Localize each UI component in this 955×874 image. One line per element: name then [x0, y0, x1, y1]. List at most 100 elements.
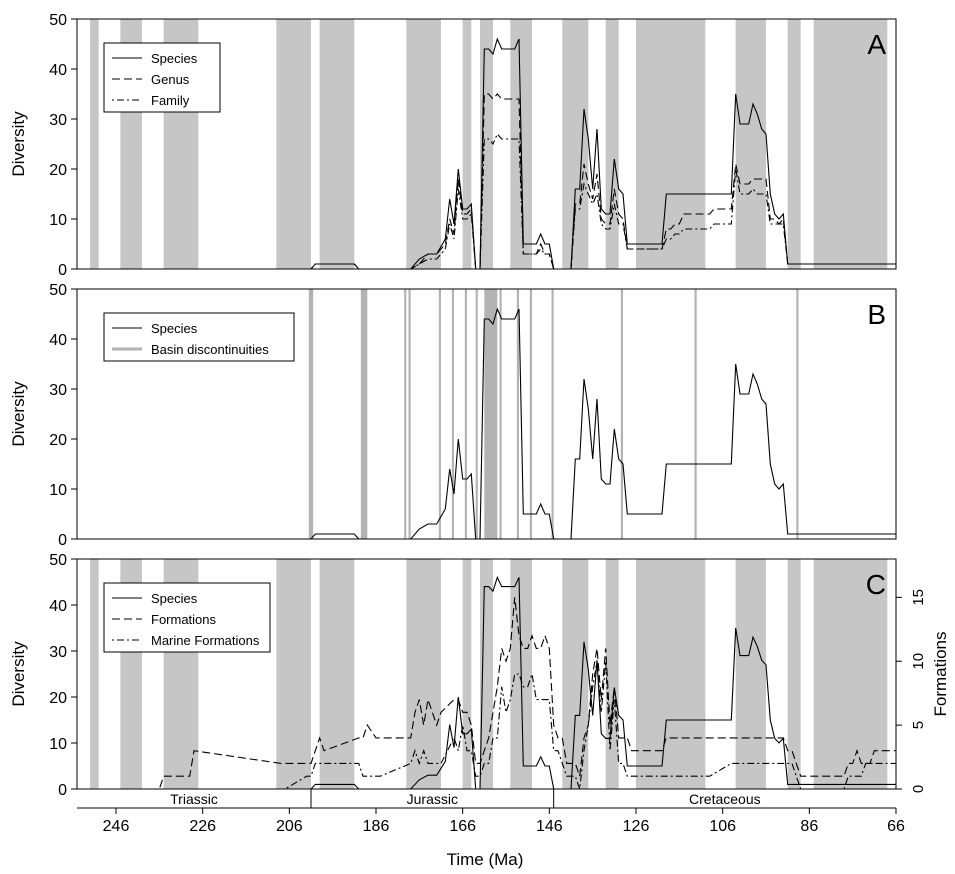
shaded-interval [735, 559, 766, 789]
shaded-interval [562, 559, 589, 789]
legend: Species Basin discontinuities [103, 312, 295, 362]
x-axis: Triassic Jurassic Cretaceous 246 226 206 186 16… [77, 789, 905, 835]
shaded-interval [319, 559, 355, 789]
series-line-species [77, 307, 896, 540]
series-line-family [77, 132, 896, 270]
x-tick-label: 226 [189, 818, 216, 835]
basin-discontinuity [529, 289, 532, 539]
x-tick-label: 86 [800, 818, 818, 835]
y-tick-label: 30 [49, 112, 67, 129]
y-tick-label: 50 [49, 552, 67, 569]
panel-letter: B [867, 299, 886, 330]
shaded-interval [276, 19, 311, 269]
panel-c: 0 10 20 30 40 50 Diversity 0 5 10 15 Formations C Spe… [9, 552, 950, 799]
shaded-interval [406, 19, 441, 269]
x-tick-label: 186 [363, 818, 390, 835]
y-tick-label: 50 [49, 12, 67, 29]
y-tick-label: 30 [49, 382, 67, 399]
legend-label: Species [151, 51, 198, 66]
legend-label: Formations [151, 612, 217, 627]
legend-label: Species [151, 591, 198, 606]
legend-label: Basin discontinuities [151, 342, 269, 357]
shaded-interval [735, 19, 766, 269]
shaded-interval [562, 19, 589, 269]
y-tick-label: 10 [49, 736, 67, 753]
y-tick-label: 20 [49, 690, 67, 707]
shaded-interval [406, 559, 441, 789]
basin-discontinuity [404, 289, 407, 539]
y-axis-label: Diversity [9, 641, 28, 707]
x-tick-label: 206 [276, 818, 303, 835]
y-tick-label: 40 [49, 332, 67, 349]
basin-discontinuity [551, 289, 554, 539]
shaded-interval [276, 559, 311, 789]
legend-label: Genus [151, 72, 190, 87]
period-label: Jurassic [407, 791, 458, 807]
shaded-interval [462, 19, 472, 269]
period-label: Triassic [170, 791, 218, 807]
y-tick-label: 40 [49, 598, 67, 615]
shaded-interval [636, 559, 706, 789]
shaded-interval [90, 19, 99, 269]
basin-discontinuity [308, 289, 314, 539]
panel-letter: A [867, 29, 886, 60]
y-tick-label: 20 [49, 432, 67, 449]
basin-discontinuity [438, 289, 441, 539]
panel-frame [76, 18, 897, 270]
shaded-interval [787, 19, 801, 269]
panel-b: 0 10 20 30 40 50 Diversity B Species Basin discon… [9, 282, 897, 549]
basin-discontinuity [620, 289, 623, 539]
x-tick-label: 126 [623, 818, 650, 835]
series-line-formations [77, 597, 896, 790]
shaded-interval [319, 19, 355, 269]
y2-axis-label: Formations [931, 631, 950, 716]
shaded-interval [813, 19, 888, 269]
basin-discontinuity [484, 289, 498, 539]
shaded-interval [90, 559, 99, 789]
series-line-species [77, 575, 896, 790]
y-tick-label: 20 [49, 162, 67, 179]
y2-tick-label: 15 [910, 589, 927, 606]
y-axis-label: Diversity [9, 381, 28, 447]
legend: Species Genus Family [103, 42, 221, 113]
shaded-interval [605, 559, 619, 789]
shaded-interval [605, 19, 619, 269]
basin-discontinuity [499, 289, 502, 539]
period-label: Cretaceous [689, 791, 761, 807]
legend-box [103, 582, 271, 653]
y-tick-label: 50 [49, 282, 67, 299]
series-line-genus [77, 93, 896, 270]
shaded-interval [636, 19, 706, 269]
basin-discontinuity [451, 289, 454, 539]
y-tick-label: 10 [49, 482, 67, 499]
legend-label: Species [151, 321, 198, 336]
shaded-interval [462, 559, 472, 789]
legend-box [103, 312, 295, 362]
y2-tick-label: 10 [910, 653, 927, 670]
basin-discontinuity [516, 289, 519, 539]
legend-label: Marine Formations [151, 633, 260, 648]
x-tick-label: 106 [709, 818, 736, 835]
y-axis-label: Diversity [9, 111, 28, 177]
basin-discontinuity [694, 289, 697, 539]
x-tick-label: 166 [449, 818, 476, 835]
basin-discontinuity [408, 289, 411, 539]
x-tick-label: 66 [887, 818, 905, 835]
x-axis-label: Time (Ma) [447, 850, 524, 869]
y-tick-label: 0 [58, 782, 67, 799]
basin-discontinuity [360, 289, 368, 539]
basin-discontinuity [464, 289, 467, 539]
x-tick-label: 146 [536, 818, 563, 835]
basin-discontinuity [796, 289, 799, 539]
y-tick-label: 0 [58, 532, 67, 549]
panel-frame [76, 288, 897, 540]
x-tick-label: 246 [103, 818, 130, 835]
y2-tick-label: 0 [910, 785, 927, 793]
basin-discontinuity [475, 289, 478, 539]
y-tick-label: 0 [58, 262, 67, 279]
panel-frame [76, 558, 897, 790]
shaded-interval [787, 559, 801, 789]
y-tick-label: 40 [49, 62, 67, 79]
y2-tick-label: 5 [910, 721, 927, 729]
